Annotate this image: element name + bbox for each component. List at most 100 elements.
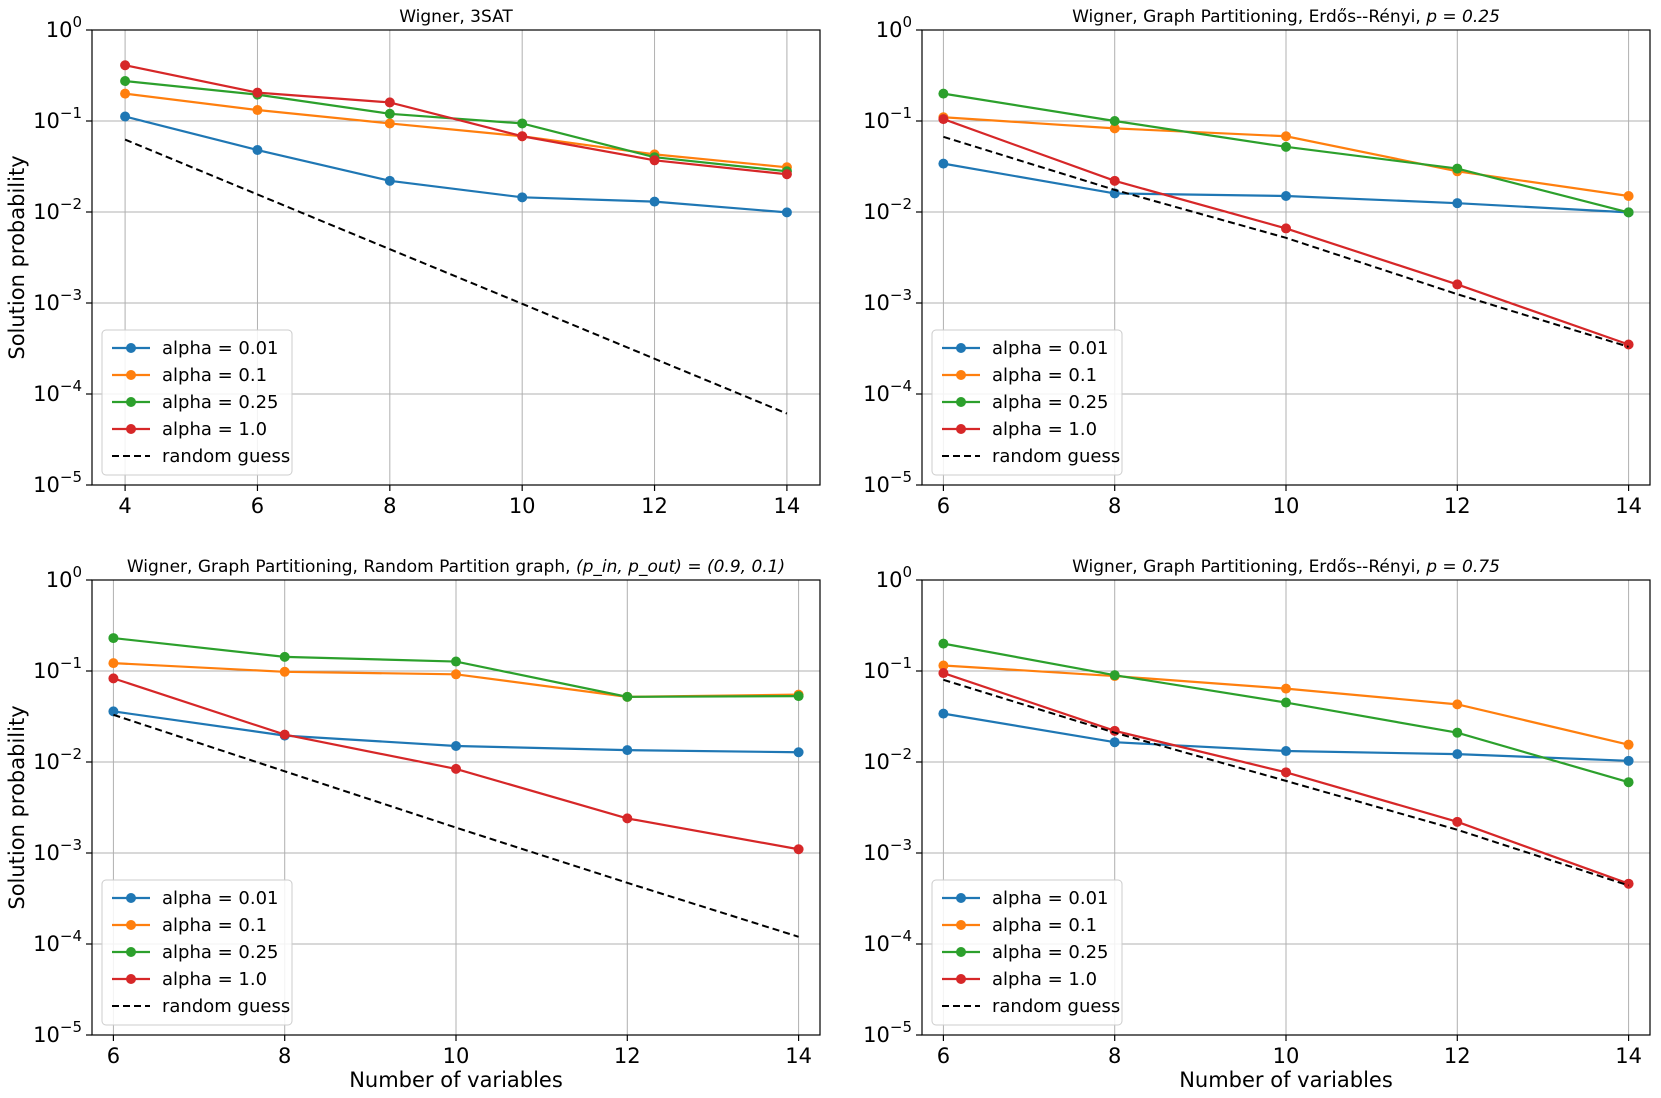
y-tick-base: 10 bbox=[33, 1023, 60, 1047]
data-point bbox=[120, 60, 131, 71]
legend-swatch-marker bbox=[956, 893, 966, 903]
chart-title: Wigner, Graph Partitioning, Erdős--Rényi… bbox=[1072, 7, 1500, 27]
y-tick-label: 10−4 bbox=[863, 927, 912, 956]
data-point bbox=[1281, 190, 1291, 201]
series-5 bbox=[113, 713, 799, 938]
data-point bbox=[1623, 207, 1634, 218]
random-guess-line bbox=[124, 138, 788, 415]
legend: alpha = 0.01 alpha = 0.1 alpha = 0.25 alpha… bbox=[101, 329, 293, 476]
y-tick-base: 10 bbox=[33, 109, 60, 133]
y-tick-label: 10−3 bbox=[33, 836, 82, 865]
legend-item: random guess bbox=[942, 446, 1120, 467]
legend-item: alpha = 1.0 bbox=[942, 969, 1097, 990]
data-point bbox=[451, 763, 461, 774]
plot-frame bbox=[91, 29, 821, 486]
x-tick-label: 14 bbox=[785, 1044, 812, 1068]
x-tick-label: 8 bbox=[278, 1044, 291, 1068]
series-5 bbox=[943, 135, 1629, 348]
data-point bbox=[279, 651, 290, 662]
y-tick-base: 10 bbox=[876, 18, 903, 42]
series-4 bbox=[108, 673, 804, 855]
data-point bbox=[649, 196, 660, 207]
data-point bbox=[1452, 699, 1463, 710]
data-point bbox=[1109, 670, 1120, 681]
y-tick-label: 10−1 bbox=[33, 654, 82, 683]
chart-panel-1: 4 6 8 10 12 1410010−110−210−310−410−5Wigner, … bbox=[5, 7, 821, 518]
legend-swatch-marker bbox=[126, 370, 136, 380]
y-tick-exponent: −5 bbox=[60, 1018, 82, 1036]
data-point bbox=[1109, 725, 1120, 736]
data-point bbox=[649, 155, 660, 166]
legend-label: random guess bbox=[992, 996, 1120, 1017]
data-point bbox=[1452, 749, 1463, 760]
legend-label: alpha = 0.01 bbox=[162, 338, 279, 359]
legend-swatch-marker bbox=[126, 947, 136, 957]
legend-swatch-marker bbox=[126, 343, 136, 353]
x-tick-label: 6 bbox=[937, 494, 950, 518]
y-tick-base: 10 bbox=[33, 382, 60, 406]
x-tick-label: 10 bbox=[1273, 494, 1300, 518]
y-tick-label: 10−5 bbox=[863, 1018, 912, 1047]
legend-swatch-marker bbox=[126, 397, 136, 407]
y-tick-exponent: −1 bbox=[60, 654, 82, 672]
series-2 bbox=[120, 88, 792, 173]
y-tick-base: 10 bbox=[863, 932, 890, 956]
legend-item: alpha = 0.25 bbox=[112, 942, 279, 963]
y-tick-exponent: −3 bbox=[60, 836, 82, 854]
y-tick-label: 10−2 bbox=[33, 195, 82, 224]
legend-label: alpha = 0.25 bbox=[162, 942, 279, 963]
legend-frame bbox=[101, 329, 293, 476]
y-tick-exponent: −1 bbox=[890, 104, 912, 122]
data-point bbox=[793, 844, 804, 855]
x-tick-label: 12 bbox=[641, 494, 668, 518]
y-tick-base: 10 bbox=[863, 291, 890, 315]
legend-swatch-marker bbox=[126, 920, 136, 930]
y-tick-label: 10−4 bbox=[33, 377, 82, 406]
y-axis-label: Solution probability bbox=[5, 155, 29, 359]
series-line bbox=[124, 64, 788, 176]
series-4 bbox=[938, 114, 1634, 350]
y-tick-label: 10−2 bbox=[863, 195, 912, 224]
legend-label: alpha = 0.01 bbox=[992, 338, 1109, 359]
y-tick-exponent: 0 bbox=[72, 13, 82, 31]
series-1 bbox=[108, 706, 804, 758]
legend-swatch-marker bbox=[956, 920, 966, 930]
y-tick-base: 10 bbox=[863, 750, 890, 774]
data-point bbox=[1452, 816, 1463, 827]
data-point bbox=[1281, 131, 1291, 142]
chart-title: Wigner, Graph Partitioning, Erdős--Rényi… bbox=[1072, 557, 1500, 577]
y-tick-label: 10−1 bbox=[863, 654, 912, 683]
legend-item: alpha = 0.01 bbox=[942, 888, 1109, 909]
legend-swatch-marker bbox=[956, 343, 966, 353]
legend-label: alpha = 0.25 bbox=[992, 392, 1109, 413]
x-axis-label: Number of variables bbox=[349, 1068, 563, 1092]
y-tick-exponent: −2 bbox=[60, 745, 82, 763]
data-point bbox=[1281, 141, 1291, 152]
data-point bbox=[108, 633, 119, 644]
y-tick-exponent: −5 bbox=[60, 468, 82, 486]
y-tick-base: 10 bbox=[33, 473, 60, 497]
y-tick-exponent: −2 bbox=[890, 195, 912, 213]
data-point bbox=[938, 668, 949, 679]
data-point bbox=[1623, 190, 1634, 201]
x-tick-label: 8 bbox=[1108, 1044, 1121, 1068]
legend-frame bbox=[931, 879, 1123, 1026]
y-tick-base: 10 bbox=[863, 841, 890, 865]
y-tick-label: 10−3 bbox=[33, 286, 82, 315]
legend-item: random guess bbox=[112, 446, 290, 467]
y-tick-label: 10−1 bbox=[33, 104, 82, 133]
series-3 bbox=[108, 633, 804, 702]
chart-title-main: Wigner, Graph Partitioning, Erdős--Rényi… bbox=[1072, 7, 1426, 27]
series-3 bbox=[938, 88, 1634, 218]
legend-item: alpha = 0.25 bbox=[112, 392, 279, 413]
legend-item: alpha = 0.1 bbox=[942, 365, 1097, 386]
data-point bbox=[622, 745, 633, 756]
data-point bbox=[793, 747, 804, 758]
data-point bbox=[1452, 163, 1463, 174]
y-tick-exponent: 0 bbox=[72, 563, 82, 581]
data-point bbox=[1623, 777, 1634, 788]
legend-swatch-marker bbox=[126, 893, 136, 903]
series-line bbox=[124, 115, 787, 214]
legend-swatch-marker bbox=[956, 397, 966, 407]
